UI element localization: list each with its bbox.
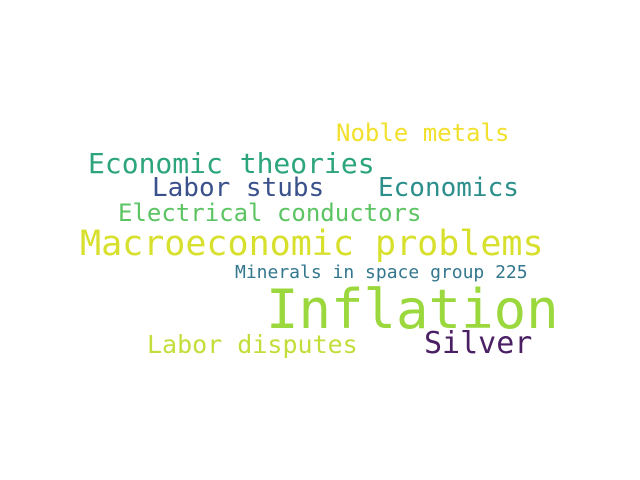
word-minerals-space-group: Minerals in space group 225 <box>235 262 528 283</box>
word-macroeconomic-problems: Macroeconomic problems <box>80 224 544 264</box>
word-economic-theories: Economic theories <box>88 147 375 180</box>
word-noble-metals: Noble metals <box>336 119 510 147</box>
word-inflation: Inflation <box>266 278 559 341</box>
word-silver: Silver <box>424 326 533 361</box>
word-economics: Economics <box>378 173 519 203</box>
word-labor-disputes: Labor disputes <box>147 330 358 359</box>
word-labor-stubs: Labor stubs <box>152 173 325 203</box>
word-electrical-conductors: Electrical conductors <box>118 199 422 227</box>
